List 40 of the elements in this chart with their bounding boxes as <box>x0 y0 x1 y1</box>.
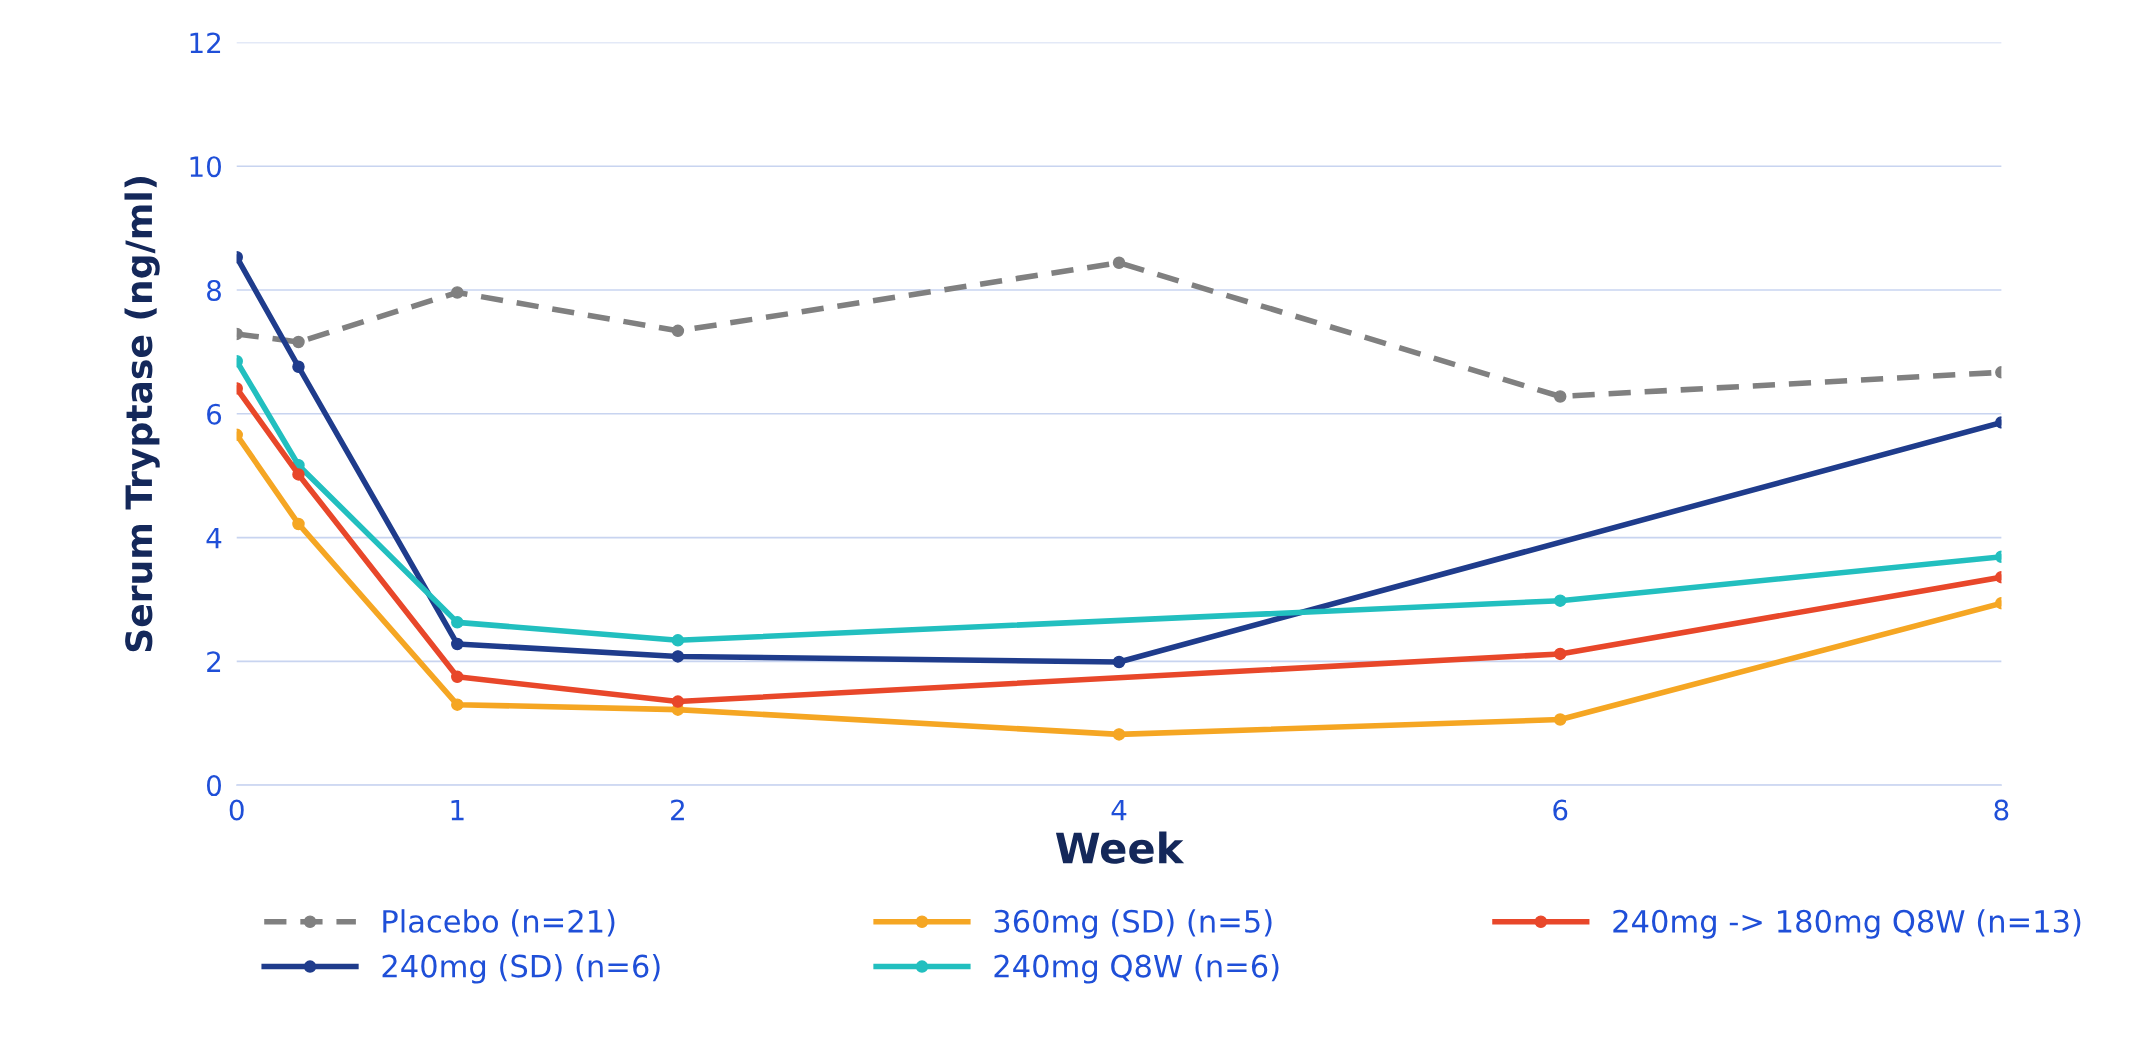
point <box>292 335 305 349</box>
point <box>671 324 685 338</box>
legend-label: 240mg -> 180mg Q8W (n=13) <box>1613 909 2081 939</box>
y-tick-label: 10 <box>190 156 221 178</box>
x-tick-label: 0 <box>229 799 244 821</box>
point <box>451 286 464 299</box>
point <box>1553 647 1567 661</box>
point <box>451 637 464 651</box>
point <box>451 670 464 684</box>
point <box>671 695 685 708</box>
x-axis-title: Week <box>1055 831 1185 864</box>
y-tick-label: 8 <box>207 279 221 301</box>
point <box>451 616 464 629</box>
y-tick-label: 12 <box>190 32 221 53</box>
point <box>671 650 685 663</box>
legend-label: Placebo (n=21) <box>383 909 615 937</box>
point <box>292 517 305 531</box>
legend-label: 240mg Q8W (n=6) <box>994 954 1279 984</box>
x-tick-label: 4 <box>1111 799 1127 821</box>
legend-label: 360mg (SD) (n=5) <box>994 909 1272 939</box>
y-tick-label: 6 <box>207 403 222 425</box>
y-tick-label: 4 <box>206 527 222 549</box>
point <box>292 360 305 374</box>
point <box>671 634 685 647</box>
point <box>1553 713 1567 726</box>
x-tick-label: 6 <box>1553 799 1568 821</box>
point <box>1112 728 1126 741</box>
x-tick-label: 2 <box>671 799 684 821</box>
point <box>1553 594 1567 607</box>
point <box>1553 390 1567 403</box>
point <box>451 698 464 711</box>
legend-label: 240mg (SD) (n=6) <box>382 954 660 984</box>
x-tick-label: 1 <box>451 799 464 821</box>
x-tick-label: 8 <box>1994 799 2009 821</box>
point <box>1112 655 1126 669</box>
point <box>1112 256 1126 270</box>
y-tick-label: 2 <box>207 651 221 672</box>
y-tick-label: 0 <box>206 775 221 797</box>
y-axis-title: Serum Tryptase (ng/ml) <box>124 176 160 652</box>
point <box>292 468 305 481</box>
